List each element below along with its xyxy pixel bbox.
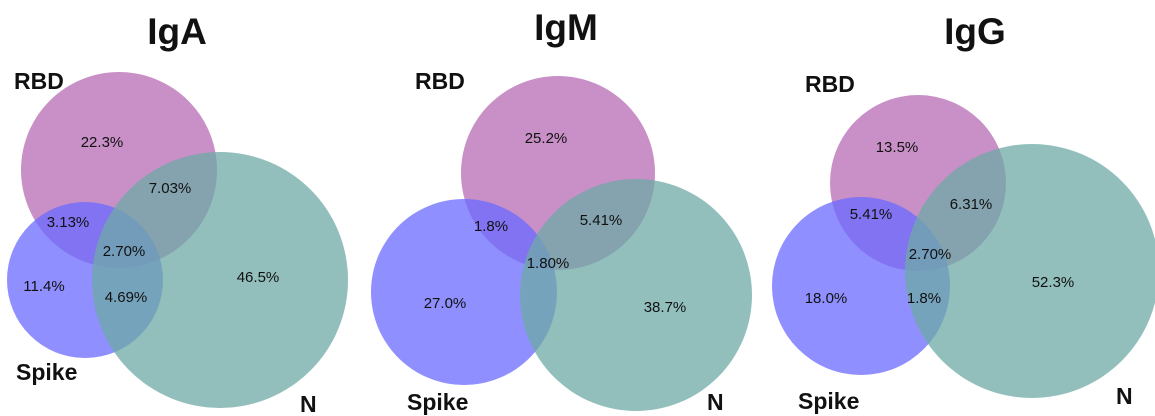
set-label-n: N (1116, 383, 1133, 409)
spike-circle (371, 199, 557, 385)
set-label-spike: Spike (798, 388, 859, 414)
region-rbd-n: 7.03% (149, 180, 192, 197)
set-label-rbd: RBD (415, 68, 465, 94)
region-all-three: 2.70% (909, 246, 952, 263)
set-label-n: N (707, 389, 724, 415)
n-circle (520, 179, 752, 411)
region-rbd-only: 22.3% (81, 134, 124, 151)
set-label-rbd: RBD (805, 71, 855, 97)
region-all-three: 2.70% (103, 243, 146, 260)
set-label-rbd: RBD (14, 68, 64, 94)
region-spike-only: 11.4% (23, 278, 64, 295)
region-n-only: 46.5% (237, 269, 280, 286)
region-n-only: 38.7% (644, 299, 687, 316)
diagram-title: IgA (147, 11, 207, 52)
diagram-title: IgM (534, 7, 598, 48)
n-circle (905, 144, 1155, 398)
region-spike-only: 18.0% (805, 290, 848, 307)
region-rbd-n: 6.31% (950, 196, 993, 213)
venn-panel-igg: IgG RBD Spike N 13.5% 5.41% 6.31% 2.70% … (772, 11, 1155, 414)
region-rbd-n: 5.41% (580, 212, 623, 229)
region-rbd-spike: 5.41% (850, 206, 893, 223)
region-rbd-spike: 1.8% (474, 218, 508, 235)
venn-panel-iga: IgA RBD Spike N 22.3% 7.03% 3.13% 2.70% … (7, 11, 348, 416)
region-all-three: 1.80% (527, 255, 570, 272)
set-label-spike: Spike (407, 389, 468, 415)
region-rbd-only: 13.5% (876, 139, 919, 156)
region-n-only: 52.3% (1032, 274, 1075, 291)
region-rbd-only: 25.2% (525, 130, 568, 147)
region-spike-n: 1.8% (907, 290, 941, 307)
diagram-title: IgG (944, 11, 1006, 52)
spike-circle (772, 197, 950, 375)
region-rbd-spike: 3.13% (47, 214, 90, 231)
region-spike-only: 27.0% (424, 295, 467, 312)
region-spike-n: 4.69% (105, 289, 148, 306)
set-label-spike: Spike (16, 359, 77, 385)
set-label-n: N (300, 391, 317, 416)
n-circle (92, 152, 348, 408)
venn-panel-igm: IgM RBD Spike N 25.2% 1.8% 5.41% 1.80% 2… (371, 7, 752, 415)
